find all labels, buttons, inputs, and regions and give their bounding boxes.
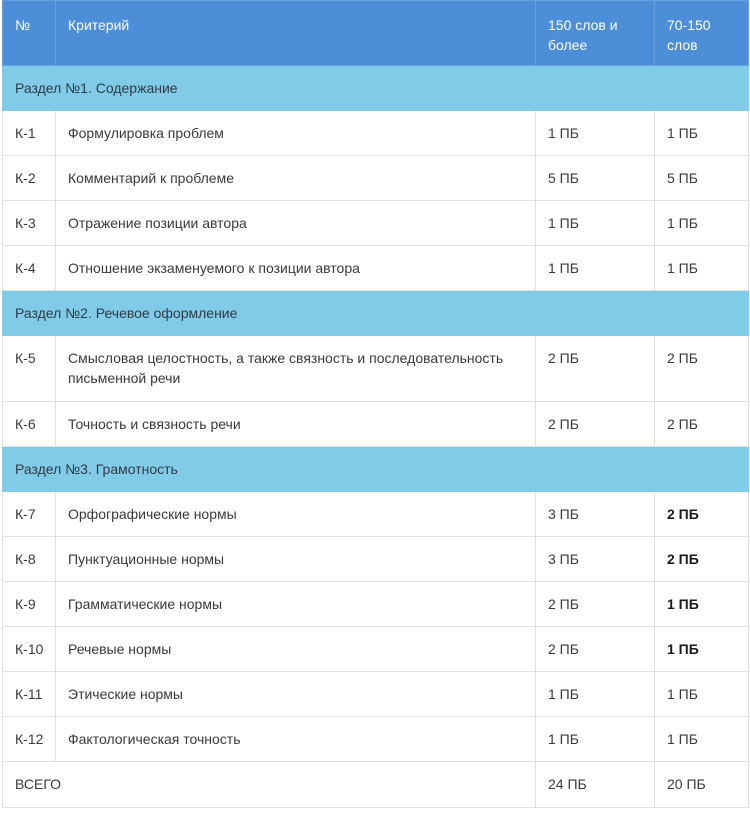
section-title: Раздел №3. Грамотность (2, 446, 749, 492)
score-70-150: 2 ПБ (654, 335, 749, 402)
score-70-150: 5 ПБ (654, 155, 749, 201)
score-150: 3 ПБ (535, 491, 655, 537)
table-row: К-2 Комментарий к проблеме 5 ПБ 5 ПБ (2, 155, 749, 201)
score-70-150: 1 ПБ (654, 626, 749, 672)
score-70-150: 2 ПБ (654, 401, 749, 447)
score-150: 3 ПБ (535, 536, 655, 582)
criterion-id: К-1 (2, 110, 56, 156)
score-150: 1 ПБ (535, 716, 655, 762)
criterion-id: К-2 (2, 155, 56, 201)
criterion-name: Пунктуационные нормы (55, 536, 536, 582)
score-150: 2 ПБ (535, 581, 655, 627)
table-row: К-3 Отражение позиции автора 1 ПБ 1 ПБ (2, 200, 749, 246)
table-row: К-11 Этические нормы 1 ПБ 1 ПБ (2, 671, 749, 717)
table-row: К-8 Пунктуационные нормы 3 ПБ 2 ПБ (2, 536, 749, 582)
criterion-id: К-9 (2, 581, 56, 627)
criterion-name: Смысловая целостность, а также связность… (55, 335, 536, 402)
criterion-id: К-12 (2, 716, 56, 762)
score-70-150: 1 ПБ (654, 671, 749, 717)
score-70-150: 1 ПБ (654, 716, 749, 762)
total-150: 24 ПБ (535, 761, 655, 808)
table-row: К-6 Точность и связность речи 2 ПБ 2 ПБ (2, 401, 749, 447)
criterion-name: Грамматические нормы (55, 581, 536, 627)
criterion-id: К-3 (2, 200, 56, 246)
criterion-name: Фактологическая точность (55, 716, 536, 762)
criterion-name: Орфографические нормы (55, 491, 536, 537)
header-num: № (2, 0, 56, 66)
score-70-150: 1 ПБ (654, 245, 749, 291)
section-row: Раздел №1. Содержание (2, 65, 749, 111)
criterion-name: Этические нормы (55, 671, 536, 717)
section-row: Раздел №2. Речевое оформление (2, 290, 749, 336)
score-150: 2 ПБ (535, 335, 655, 402)
table-row: К-4 Отношение экзаменуемого к позиции ав… (2, 245, 749, 291)
criterion-name: Отражение позиции автора (55, 200, 536, 246)
criterion-id: К-7 (2, 491, 56, 537)
score-150: 2 ПБ (535, 626, 655, 672)
section-title: Раздел №2. Речевое оформление (2, 290, 749, 336)
total-70-150: 20 ПБ (654, 761, 749, 808)
header-150-words: 150 слов и более (535, 0, 655, 66)
criterion-name: Комментарий к проблеме (55, 155, 536, 201)
score-70-150: 1 ПБ (654, 581, 749, 627)
header-70-150-words: 70-150 слов (654, 0, 749, 66)
table-row: К-9 Грамматические нормы 2 ПБ 1 ПБ (2, 581, 749, 627)
criterion-name: Речевые нормы (55, 626, 536, 672)
criterion-id: К-8 (2, 536, 56, 582)
score-70-150: 2 ПБ (654, 536, 749, 582)
table-row: К-5 Смысловая целостность, а также связн… (2, 335, 749, 402)
criterion-name: Точность и связность речи (55, 401, 536, 447)
criterion-name: Отношение экзаменуемого к позиции автора (55, 245, 536, 291)
score-70-150: 2 ПБ (654, 491, 749, 537)
table-header: № Критерий 150 слов и более 70-150 слов (2, 0, 749, 66)
criterion-id: К-6 (2, 401, 56, 447)
table-row: К-12 Фактологическая точность 1 ПБ 1 ПБ (2, 716, 749, 762)
section-row: Раздел №3. Грамотность (2, 446, 749, 492)
criterion-name: Формулировка проблем (55, 110, 536, 156)
table-row: К-1 Формулировка проблем 1 ПБ 1 ПБ (2, 110, 749, 156)
score-70-150: 1 ПБ (654, 110, 749, 156)
criterion-id: К-4 (2, 245, 56, 291)
total-label: ВСЕГО (2, 761, 536, 808)
header-criterion: Критерий (55, 0, 536, 66)
section-title: Раздел №1. Содержание (2, 65, 749, 111)
criterion-id: К-5 (2, 335, 56, 402)
score-70-150: 1 ПБ (654, 200, 749, 246)
table-row: К-10 Речевые нормы 2 ПБ 1 ПБ (2, 626, 749, 672)
score-150: 1 ПБ (535, 110, 655, 156)
total-row: ВСЕГО 24 ПБ 20 ПБ (2, 761, 749, 808)
score-150: 1 ПБ (535, 245, 655, 291)
score-150: 5 ПБ (535, 155, 655, 201)
score-150: 1 ПБ (535, 200, 655, 246)
criterion-id: К-10 (2, 626, 56, 672)
table-row: К-7 Орфографические нормы 3 ПБ 2 ПБ (2, 491, 749, 537)
criterion-id: К-11 (2, 671, 56, 717)
score-150: 2 ПБ (535, 401, 655, 447)
score-150: 1 ПБ (535, 671, 655, 717)
